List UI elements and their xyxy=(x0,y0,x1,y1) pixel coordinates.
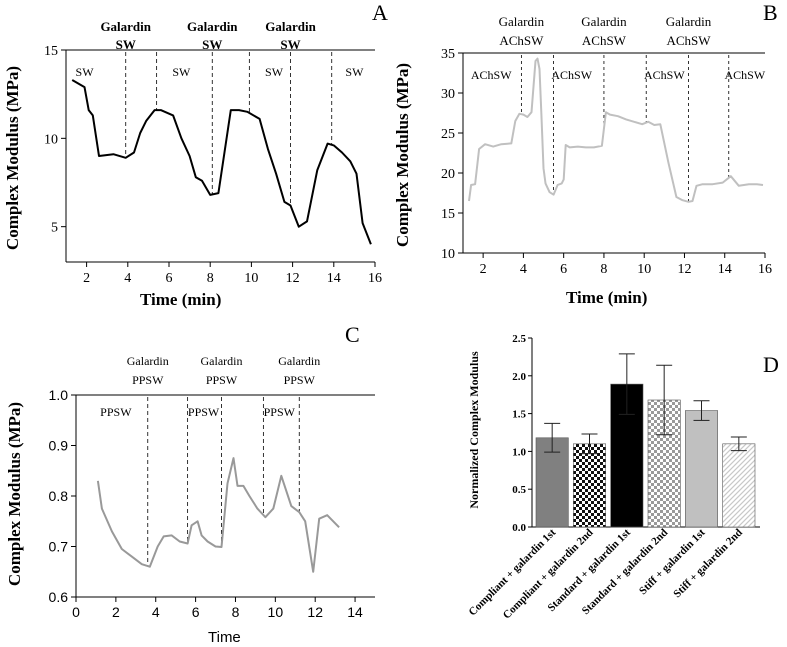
panel-c: C Time Complex Modulus (MPa) 0 2 4 6 8 10 12 14… xyxy=(5,322,375,646)
panel-b-x-tick-label: 2 xyxy=(480,262,487,277)
panel-a-y-tick-label: 5 xyxy=(51,221,58,236)
panel-b-treatment-label: Galardin xyxy=(666,14,712,29)
panel-b-x-tick-label: 4 xyxy=(520,262,527,277)
panel-b-series-line xyxy=(468,57,764,203)
panel-a-treatment-label: Galardin xyxy=(265,19,316,34)
panel-d: D Normalized Complex Modulus 0.0 0.5 1.0 1.… xyxy=(466,333,778,621)
panel-a-segment-label: SW xyxy=(76,65,95,79)
panel-b-x-tick-label: 8 xyxy=(600,262,607,277)
panel-b-x-tick-label: 12 xyxy=(677,262,691,277)
panel-c-series-line xyxy=(96,457,340,573)
panel-a-x-tick-label: 14 xyxy=(327,271,341,286)
panel-b-segment-label: AChSW xyxy=(644,68,685,82)
panel-c-x-tick-label: 2 xyxy=(112,604,120,620)
panel-a: A Time (min) Complex Modulus (MPa) 2 4 6 8 1… xyxy=(3,0,388,309)
panel-a-treatment-label: Galardin xyxy=(187,19,238,34)
panel-a-treatment-label: SW xyxy=(202,37,222,52)
panel-a-ylabel: Complex Modulus (MPa) xyxy=(3,66,22,250)
panel-b-xlabel: Time (min) xyxy=(566,288,647,307)
panel-d-y-tick-label: 2.0 xyxy=(512,371,526,383)
panel-a-treatment-label: SW xyxy=(116,37,136,52)
panel-a-y-tick-label: 15 xyxy=(44,44,58,59)
panel-d-y-tick-label: 0.5 xyxy=(512,484,526,496)
panel-a-x-tick-label: 6 xyxy=(166,271,173,286)
panel-b-y-tick-label: 35 xyxy=(441,47,455,62)
panel-b-treatment-label: Galardin xyxy=(499,14,545,29)
panel-c-ylabel: Complex Modulus (MPa) xyxy=(5,402,24,586)
panel-b-y-tick-label: 10 xyxy=(441,247,455,262)
panel-b-treatment-label: Galardin xyxy=(581,14,627,29)
panel-d-bar xyxy=(722,443,756,528)
panel-d-category-label: Stiff + galardin 1st xyxy=(637,526,708,597)
panel-a-y-tick-label: 10 xyxy=(44,132,58,147)
panel-b-treatment-label: AChSW xyxy=(582,33,627,48)
panel-c-x-tick-label: 0 xyxy=(72,604,80,620)
panel-a-treatment-label: Galardin xyxy=(100,19,151,34)
panel-b-y-tick-label: 30 xyxy=(441,87,455,102)
panel-d-category-label: Stiff + galardin 2nd xyxy=(671,527,745,601)
panel-b-x-tick-label: 14 xyxy=(718,262,732,277)
panel-d-bar xyxy=(685,410,718,528)
panel-b-letter: B xyxy=(763,0,778,25)
panel-c-treatment-label: PPSW xyxy=(284,373,316,387)
panel-d-y-tick-label: 0.0 xyxy=(512,522,526,534)
panel-b-segment-label: AChSW xyxy=(471,68,512,82)
panel-c-y-tick-label: 0.7 xyxy=(49,539,69,555)
panel-c-treatment-label: Galardin xyxy=(127,354,169,368)
panel-c-x-tick-label: 12 xyxy=(307,604,323,620)
panel-a-series-line xyxy=(71,79,372,245)
panel-d-bar xyxy=(573,443,606,528)
panel-b: B Time (min) Complex Modulus (MPa) 2 4 6 8 1… xyxy=(393,0,778,307)
panel-d-letter: D xyxy=(763,352,779,377)
panel-b-segment-label: AChSW xyxy=(551,68,592,82)
panel-c-xlabel: Time xyxy=(208,629,241,646)
panel-a-segment-label: SW xyxy=(172,65,191,79)
panel-d-y-tick-label: 2.5 xyxy=(512,333,526,345)
panel-a-xlabel: Time (min) xyxy=(140,290,221,309)
panel-a-x-tick-label: 4 xyxy=(124,271,131,286)
panel-b-x-tick-label: 6 xyxy=(560,262,567,277)
panel-b-y-tick-label: 25 xyxy=(441,127,455,142)
panel-b-ylabel: Complex Modulus (MPa) xyxy=(393,63,412,247)
panel-a-letter: A xyxy=(372,0,388,25)
panel-c-y-tick-label: 1.0 xyxy=(49,387,69,403)
panel-a-x-tick-label: 8 xyxy=(207,271,214,286)
panel-c-treatment-label: Galardin xyxy=(278,354,320,368)
panel-a-x-tick-label: 16 xyxy=(368,271,382,286)
panel-c-treatment-label: PPSW xyxy=(206,373,238,387)
panel-c-treatment-label: Galardin xyxy=(201,354,243,368)
panel-d-y-tick-label: 1.5 xyxy=(512,409,526,421)
panel-c-treatment-label: PPSW xyxy=(132,373,164,387)
panel-c-x-tick-label: 4 xyxy=(152,604,160,620)
panel-a-x-tick-label: 10 xyxy=(244,271,258,286)
panel-a-segment-label: SW xyxy=(265,65,284,79)
panel-d-bar xyxy=(535,437,569,528)
panel-a-x-tick-label: 2 xyxy=(83,271,90,286)
panel-c-x-tick-label: 6 xyxy=(192,604,200,620)
panel-c-segment-label: PPSW xyxy=(100,405,132,419)
panel-c-y-tick-label: 0.8 xyxy=(49,488,69,504)
panel-c-x-tick-label: 10 xyxy=(268,604,284,620)
panel-a-x-tick-label: 12 xyxy=(286,271,300,286)
panel-c-letter: C xyxy=(345,322,360,347)
panel-c-x-tick-label: 14 xyxy=(347,604,363,620)
panel-b-treatment-label: AChSW xyxy=(499,33,544,48)
panel-b-x-tick-label: 10 xyxy=(637,262,651,277)
panel-c-y-tick-label: 0.6 xyxy=(49,589,69,605)
panel-b-y-tick-label: 20 xyxy=(441,167,455,182)
panel-b-treatment-label: AChSW xyxy=(666,33,711,48)
panel-c-segment-label: PPSW xyxy=(188,405,220,419)
panel-b-y-tick-label: 15 xyxy=(441,207,455,222)
panel-b-x-tick-label: 16 xyxy=(758,262,772,277)
panel-a-treatment-label: SW xyxy=(280,37,300,52)
panel-d-y-tick-label: 1.0 xyxy=(512,446,526,458)
panel-d-ylabel: Normalized Complex Modulus xyxy=(467,351,481,509)
panel-a-segment-label: SW xyxy=(345,65,364,79)
panel-b-segment-label: AChSW xyxy=(725,68,766,82)
panel-c-y-tick-label: 0.9 xyxy=(49,438,69,454)
panel-c-x-tick-label: 8 xyxy=(232,604,240,620)
panel-c-segment-label: PPSW xyxy=(264,405,296,419)
